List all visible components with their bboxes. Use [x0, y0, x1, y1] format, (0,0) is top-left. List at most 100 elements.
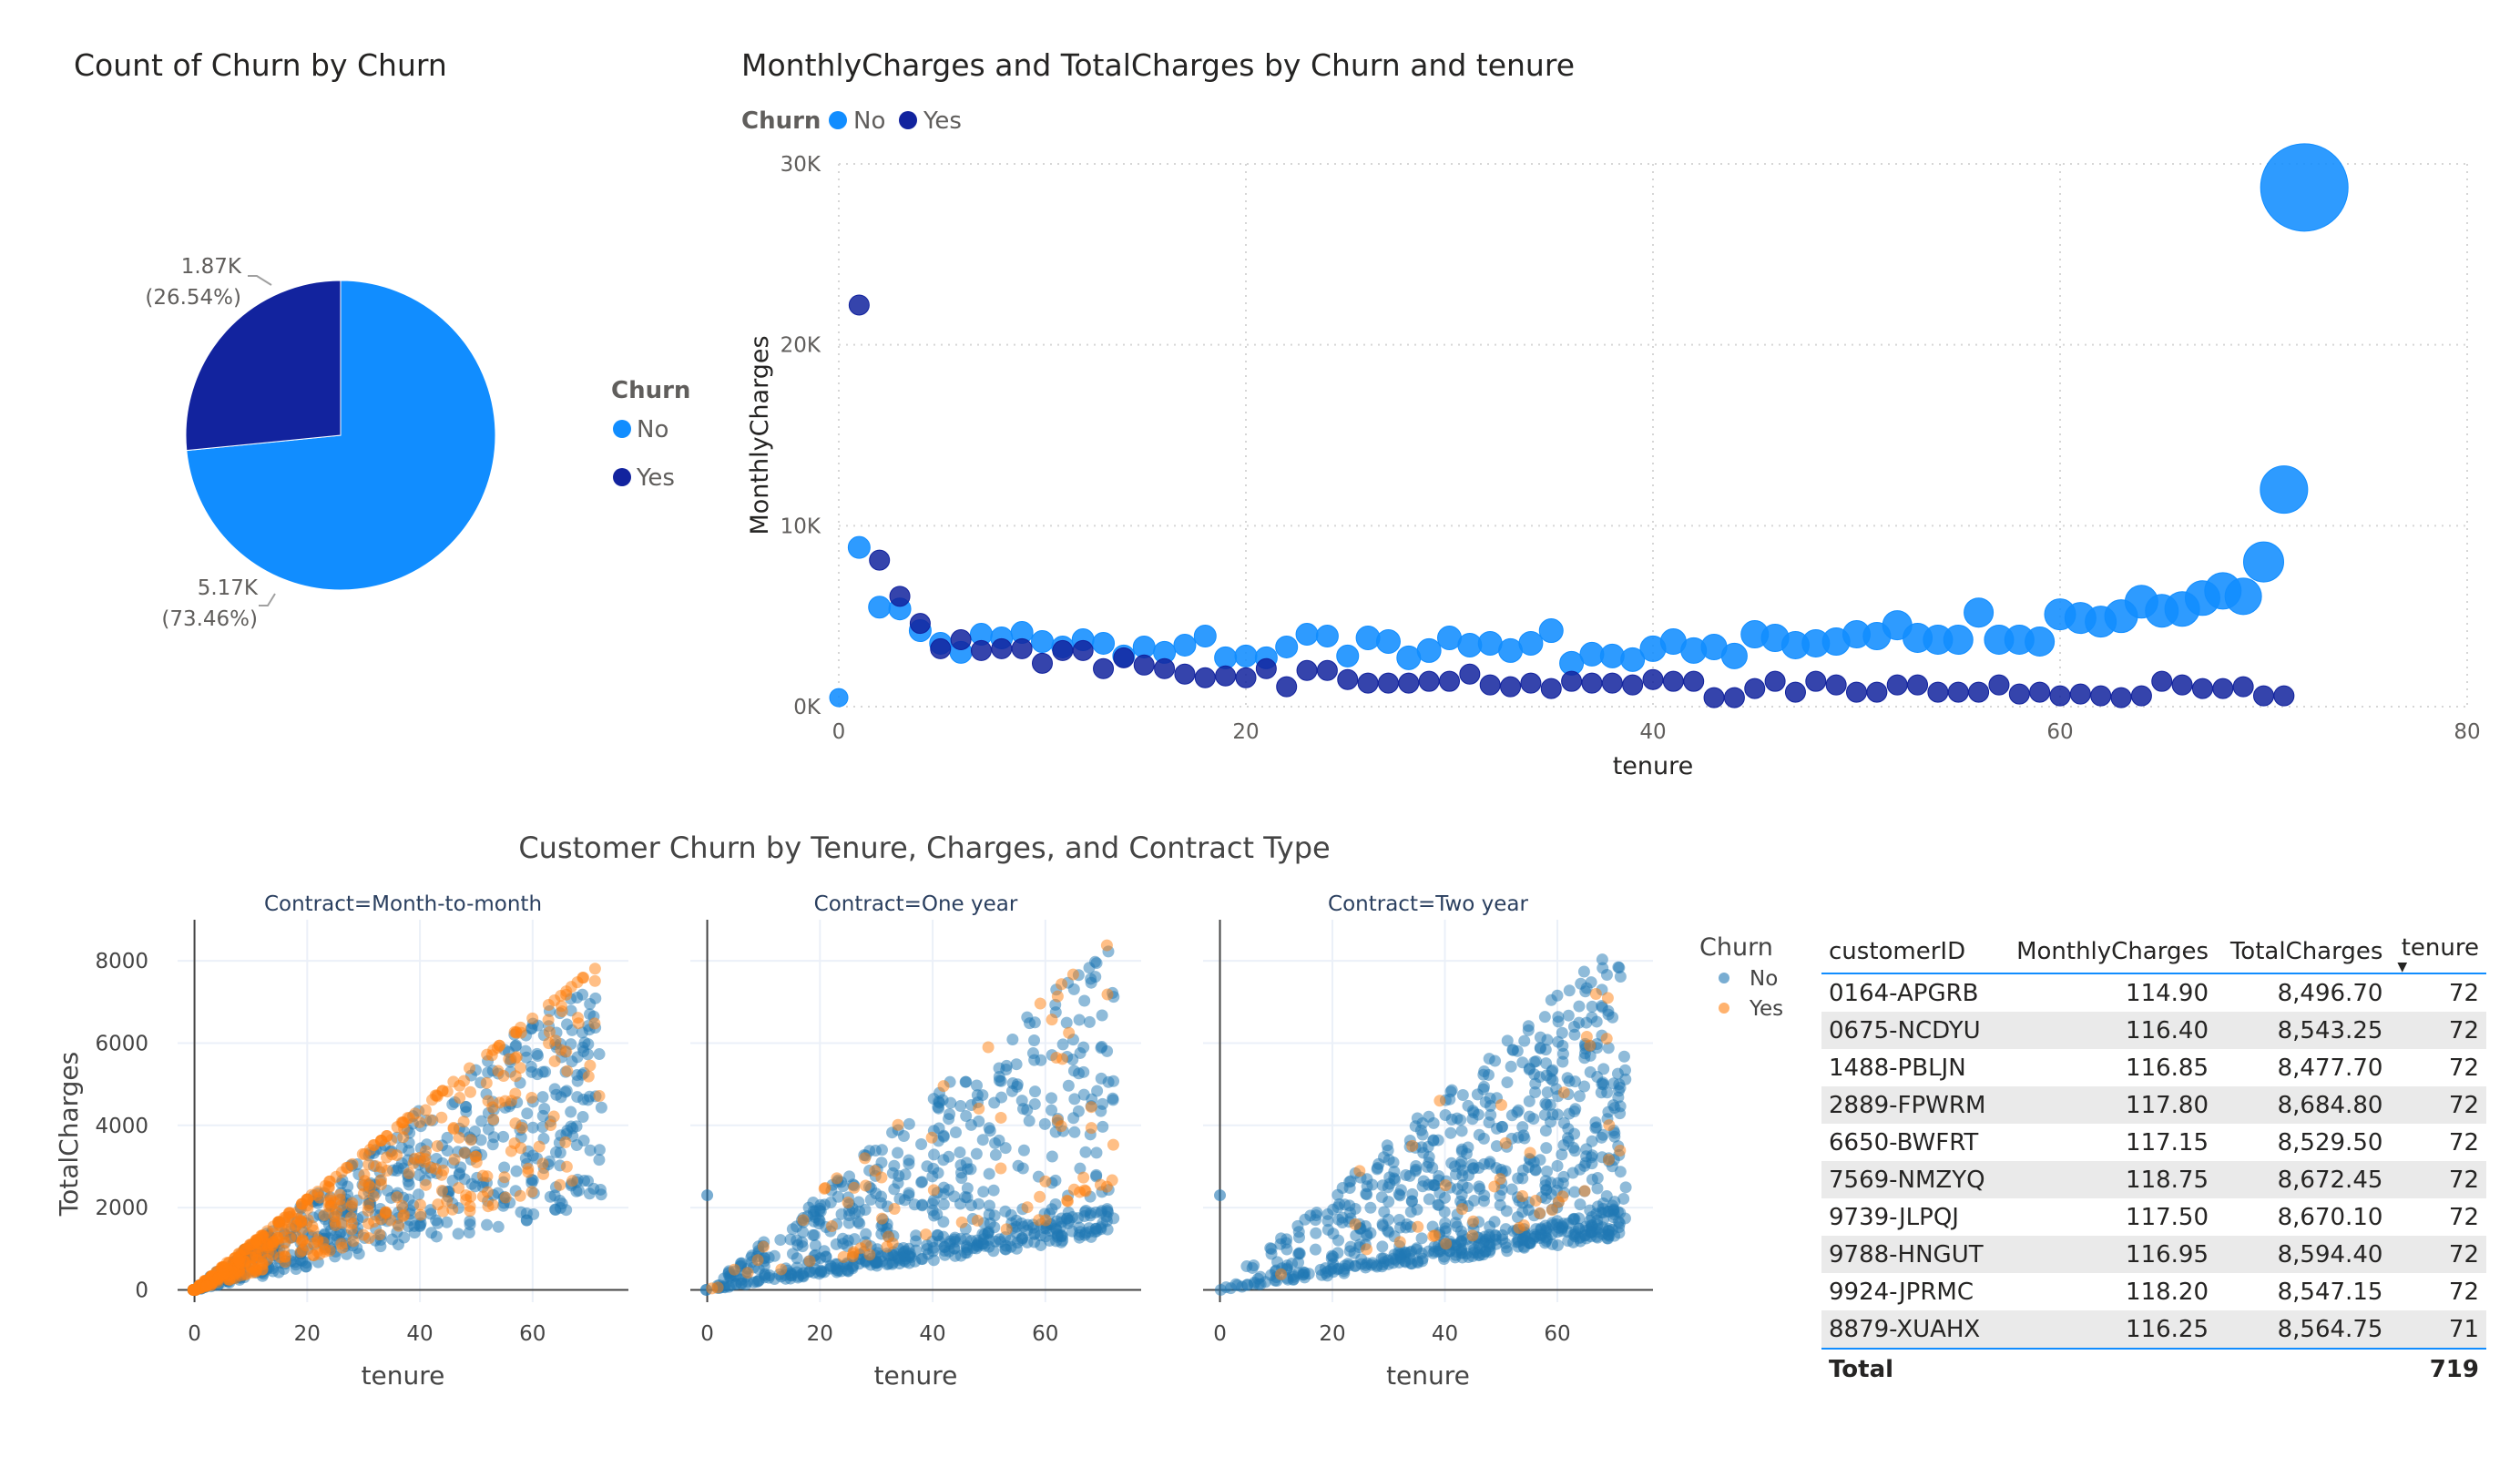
bubble-point-yes[interactable] [1276, 676, 1298, 698]
bubble-point-yes[interactable] [2151, 670, 2173, 692]
bubble-point-no[interactable] [1538, 618, 1564, 644]
bubble-point-yes[interactable] [1744, 678, 1766, 699]
column-header-monthlycharges[interactable]: MonthlyCharges [2000, 911, 2217, 974]
pie-legend-item-no[interactable]: No [613, 416, 668, 443]
bubble-point-no[interactable] [1416, 637, 1442, 663]
bubble-point-no[interactable] [1964, 597, 1995, 628]
bubble-point-no[interactable] [1234, 644, 1258, 667]
table-row[interactable]: 9924-JPRMC 118.20 8,547.15 72 [1821, 1273, 2486, 1310]
bubble-point-no[interactable] [847, 535, 871, 559]
bubble-point-yes[interactable] [1581, 672, 1603, 694]
bubble-point-yes[interactable] [1113, 647, 1135, 668]
bubble-point-yes[interactable] [930, 637, 952, 659]
bubble-point-yes[interactable] [950, 628, 972, 650]
table-row[interactable]: 9739-JLPQJ 117.50 8,670.10 72 [1821, 1198, 2486, 1236]
bubble-point-no[interactable] [2025, 626, 2056, 657]
bubble-point-yes[interactable] [848, 294, 870, 316]
bubble-point-yes[interactable] [1093, 657, 1115, 679]
bubble-point-no[interactable] [1375, 628, 1401, 654]
bubble-point-no[interactable] [1943, 624, 1974, 655]
bubble-point-yes[interactable] [1988, 674, 2010, 696]
bubble-point-yes[interactable] [1011, 637, 1033, 659]
bubble-point-yes[interactable] [1235, 667, 1257, 688]
table-row[interactable]: 0675-NCDYU 116.40 8,543.25 72 [1821, 1012, 2486, 1049]
table-row[interactable]: 1488-PBLJN 116.85 8,477.70 72 [1821, 1049, 2486, 1086]
bubble-point-yes[interactable] [1886, 674, 1908, 696]
bubble-point-yes[interactable] [2049, 685, 2071, 707]
bubble-point-yes[interactable] [1642, 668, 1664, 690]
bubble-point-yes[interactable] [1723, 687, 1745, 708]
table-row[interactable]: 7569-NMZYQ 118.75 8,672.45 72 [1821, 1161, 2486, 1198]
bubble-point-no[interactable] [1295, 623, 1319, 647]
bubble-point-yes[interactable] [2232, 676, 2254, 698]
pie-slice-yes[interactable] [185, 280, 342, 452]
bubble-point-no[interactable] [1599, 643, 1625, 668]
table-row[interactable]: 6650-BWFRT 117.15 8,529.50 72 [1821, 1124, 2486, 1161]
bubble-legend-item-no[interactable]: No [829, 107, 885, 135]
column-header-totalcharges[interactable]: TotalCharges [2216, 911, 2391, 974]
table-row[interactable]: 9788-HNGUT 116.95 8,594.40 72 [1821, 1236, 2486, 1273]
bubble-point-yes[interactable] [1561, 670, 1583, 692]
bubble-point-no[interactable] [2260, 465, 2309, 515]
bubble-point-yes[interactable] [2090, 685, 2112, 707]
bubble-point-yes[interactable] [2110, 687, 2132, 708]
bubble-point-yes[interactable] [970, 639, 992, 661]
bubble-point-no[interactable] [1620, 647, 1646, 672]
bubble-point-yes[interactable] [1316, 659, 1338, 681]
bubble-point-yes[interactable] [1825, 674, 1847, 696]
table-row[interactable]: 0164-APGRB 114.90 8,496.70 72 [1821, 973, 2486, 1012]
bubble-point-yes[interactable] [1052, 639, 1074, 661]
bubble-point-no[interactable] [1720, 642, 1748, 669]
bubble-point-yes[interactable] [2273, 685, 2295, 707]
table-row[interactable]: 8879-XUAHX 116.25 8,564.75 71 [1821, 1310, 2486, 1349]
bubble-point-yes[interactable] [1520, 672, 1542, 694]
bubble-point-no[interactable] [2243, 541, 2284, 583]
pie-legend-item-yes[interactable]: Yes [613, 464, 675, 492]
bubble-point-yes[interactable] [1927, 681, 1949, 703]
bubble-point-yes[interactable] [1784, 681, 1806, 703]
bubble-point-yes[interactable] [1398, 672, 1420, 694]
bubble-point-yes[interactable] [1662, 670, 1684, 692]
bubble-point-no[interactable] [1031, 629, 1054, 653]
bubble-point-yes[interactable] [1072, 639, 1094, 661]
bubble-point-yes[interactable] [1296, 659, 1318, 681]
bubble-point-yes[interactable] [1968, 681, 1990, 703]
bubble-point-no[interactable] [1173, 633, 1197, 657]
bubble-point-yes[interactable] [2069, 683, 2091, 705]
bubble-point-no[interactable] [1355, 626, 1381, 651]
sort-descending-icon[interactable]: ▼ [2397, 960, 2408, 974]
bubble-point-no[interactable] [1092, 631, 1116, 655]
table-row[interactable]: 2889-FPWRM 117.80 8,684.80 72 [1821, 1086, 2486, 1124]
bubble-point-yes[interactable] [1622, 674, 1644, 696]
bubble-point-yes[interactable] [1439, 670, 1460, 692]
bubble-point-yes[interactable] [869, 549, 891, 571]
bubble-point-yes[interactable] [889, 586, 911, 607]
facet-legend-item-yes[interactable]: Yes [1719, 997, 1783, 1021]
bubble-point-no[interactable] [2224, 577, 2262, 616]
bubble-point-yes[interactable] [2171, 674, 2193, 696]
bubble-point-yes[interactable] [1683, 670, 1705, 692]
bubble-point-no[interactable] [829, 688, 849, 708]
bubble-point-yes[interactable] [1174, 663, 1196, 685]
bubble-point-yes[interactable] [2029, 681, 2051, 703]
bubble-point-no[interactable] [1193, 625, 1217, 648]
bubble-point-yes[interactable] [2212, 678, 2234, 699]
bubble-point-yes[interactable] [1764, 670, 1786, 692]
bubble-point-yes[interactable] [1154, 657, 1176, 679]
bubble-point-no[interactable] [1275, 635, 1299, 658]
bubble-point-yes[interactable] [2008, 683, 2030, 705]
bubble-point-yes[interactable] [1418, 670, 1440, 692]
bubble-point-yes[interactable] [1947, 681, 1969, 703]
bubble-point-yes[interactable] [1540, 678, 1562, 699]
bubble-point-no[interactable] [1518, 630, 1544, 656]
bubble-point-yes[interactable] [1337, 668, 1359, 690]
bubble-point-yes[interactable] [1866, 681, 1888, 703]
bubble-point-yes[interactable] [1601, 672, 1623, 694]
bubble-legend-item-yes[interactable]: Yes [899, 107, 962, 135]
column-header-tenure[interactable]: tenure ▼ [2390, 911, 2486, 974]
bubble-point-no[interactable] [1315, 625, 1339, 648]
bubble-point-no[interactable] [1336, 644, 1360, 667]
bubble-point-yes[interactable] [1255, 657, 1277, 679]
bubble-point-yes[interactable] [909, 613, 931, 635]
bubble-point-yes[interactable] [1215, 665, 1237, 687]
